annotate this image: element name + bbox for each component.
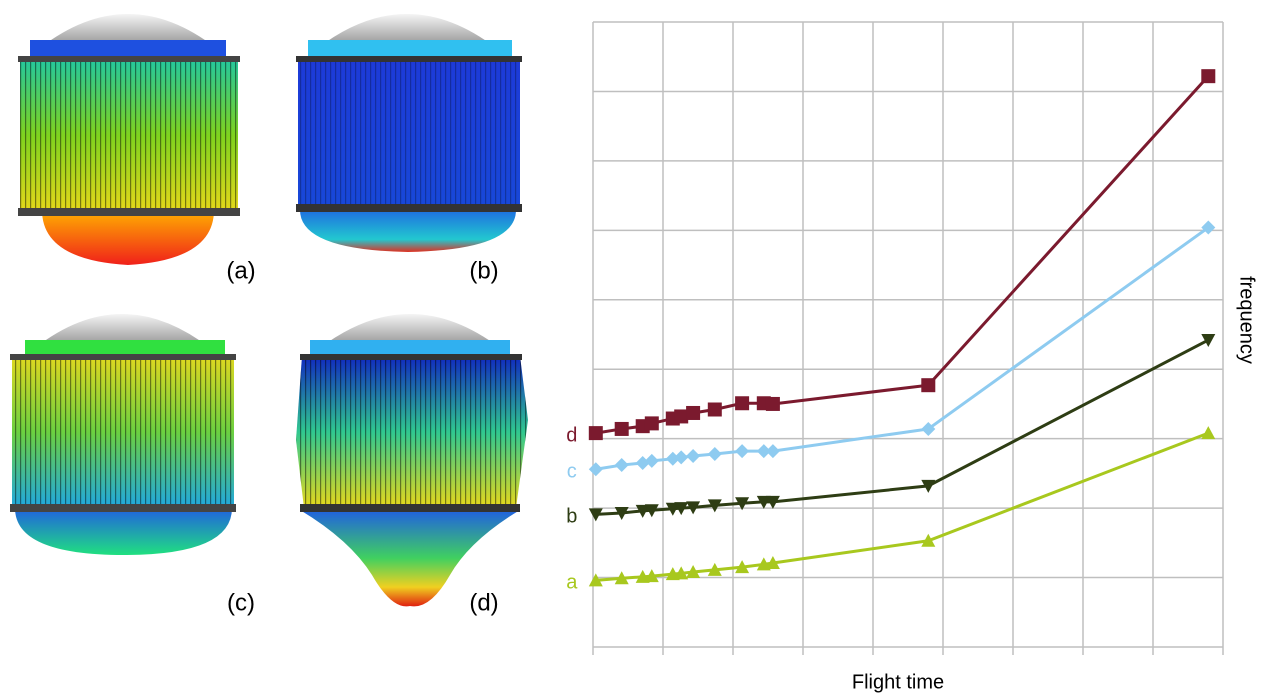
- y-axis-label: frequency: [1236, 276, 1258, 364]
- marker: [674, 566, 689, 580]
- marker: [707, 499, 722, 513]
- render-c: [10, 314, 236, 555]
- marker: [644, 416, 659, 431]
- marker: [665, 451, 680, 466]
- marker: [686, 501, 701, 515]
- marker: [1201, 69, 1216, 84]
- marker: [707, 562, 722, 576]
- marker: [756, 495, 771, 509]
- marker: [765, 555, 780, 569]
- marker: [665, 502, 680, 516]
- series-line: [595, 226, 1210, 471]
- marker: [614, 458, 629, 473]
- panel-label: (a): [226, 257, 255, 284]
- marker: [635, 455, 650, 470]
- series-label: d: [566, 424, 577, 446]
- marker: [674, 502, 689, 516]
- marker: [674, 450, 689, 465]
- x-axis-label: Flight time: [852, 671, 944, 693]
- marker: [707, 402, 722, 417]
- marker: [635, 504, 650, 518]
- marker: [644, 504, 659, 518]
- marker: [1201, 426, 1216, 440]
- marker: [765, 444, 780, 459]
- series-label: a: [566, 572, 578, 594]
- marker: [674, 409, 689, 424]
- marker: [735, 396, 750, 411]
- marker: [1201, 220, 1216, 235]
- panel-label: (b): [469, 257, 498, 284]
- marker: [588, 573, 603, 587]
- marker: [765, 396, 780, 411]
- marker: [735, 444, 750, 459]
- series-line: [595, 75, 1210, 435]
- marker: [735, 560, 750, 574]
- marker: [921, 479, 936, 493]
- series-line: [595, 338, 1209, 516]
- marker: [765, 495, 780, 509]
- marker: [588, 462, 603, 477]
- panel-label: (d): [469, 589, 498, 616]
- marker: [735, 497, 750, 511]
- marker: [707, 446, 722, 461]
- marker: [921, 533, 936, 547]
- marker: [614, 506, 629, 520]
- marker: [588, 426, 603, 441]
- marker: [614, 421, 629, 436]
- series-label: b: [566, 506, 577, 528]
- marker: [644, 453, 659, 468]
- marker: [686, 405, 701, 420]
- marker: [644, 569, 659, 583]
- marker: [1201, 334, 1216, 348]
- render-b: [296, 14, 522, 252]
- marker: [686, 449, 701, 464]
- marker: [921, 421, 936, 436]
- panel-label: (c): [227, 589, 255, 616]
- series-label: c: [567, 461, 577, 483]
- marker: [921, 378, 936, 393]
- marker: [756, 444, 771, 459]
- render-a: [18, 14, 240, 265]
- marker: [588, 508, 603, 522]
- marker: [686, 565, 701, 578]
- render-d: [296, 314, 528, 607]
- marker: [614, 571, 629, 585]
